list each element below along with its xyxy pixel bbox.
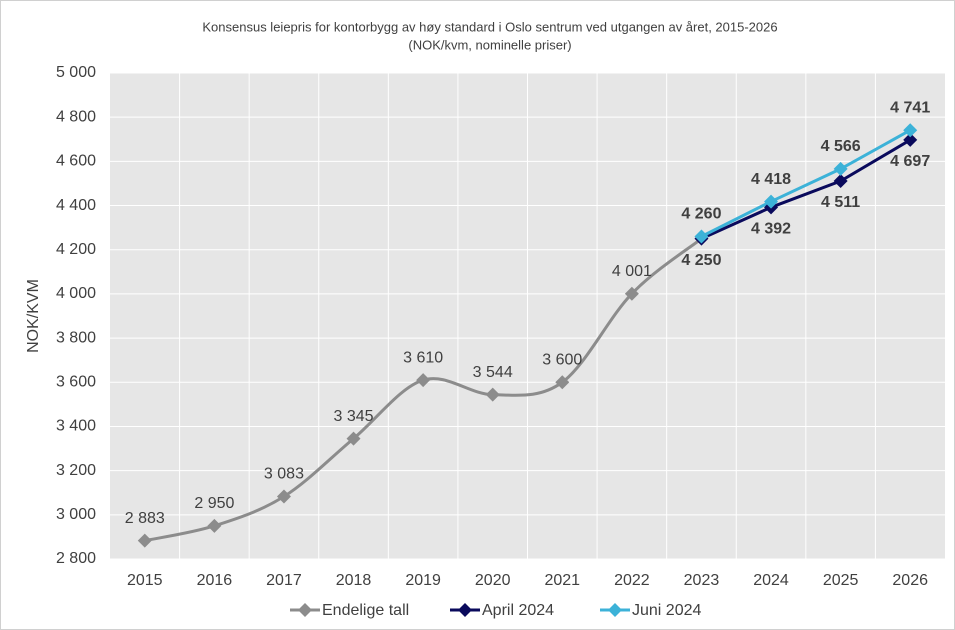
x-tick-label: 2017 <box>266 572 302 589</box>
legend-marker <box>608 603 622 617</box>
y-tick-label: 4 400 <box>56 197 96 214</box>
data-label: 3 544 <box>473 364 513 381</box>
data-label: 3 600 <box>542 351 582 368</box>
y-tick-label: 3 800 <box>56 329 96 346</box>
x-tick-label: 2020 <box>475 572 511 589</box>
legend-label: Juni 2024 <box>632 602 701 619</box>
x-tick-label: 2023 <box>684 572 720 589</box>
chart-subtitle: (NOK/kvm, nominelle priser) <box>408 37 571 52</box>
marker <box>346 431 361 446</box>
marker <box>207 518 222 533</box>
data-label: 4 566 <box>821 138 861 155</box>
data-label: 4 697 <box>890 153 930 170</box>
y-tick-label: 3 600 <box>56 373 96 390</box>
legend-label: April 2024 <box>482 602 554 619</box>
y-tick-label: 4 200 <box>56 241 96 258</box>
y-tick-label: 5 000 <box>56 64 96 81</box>
y-tick-label: 2 800 <box>56 550 96 567</box>
y-tick-label: 3 400 <box>56 418 96 435</box>
marker <box>276 489 291 504</box>
y-tick-label: 3 000 <box>56 506 96 523</box>
x-tick-label: 2018 <box>336 572 372 589</box>
x-tick-label: 2015 <box>127 572 163 589</box>
marker <box>903 132 918 147</box>
x-tick-label: 2026 <box>892 572 928 589</box>
y-tick-label: 4 000 <box>56 285 96 302</box>
y-axis-label: NOK/KVM <box>25 279 42 353</box>
data-label: 4 418 <box>751 171 791 188</box>
marker <box>416 373 431 388</box>
data-label: 4 260 <box>681 206 721 223</box>
y-tick-label: 4 800 <box>56 108 96 125</box>
chart-title: Konsensus leiepris for kontorbygg av høy… <box>202 19 777 34</box>
data-label: 4 250 <box>681 252 721 269</box>
series-line <box>700 138 911 241</box>
data-label: 4 001 <box>612 263 652 280</box>
data-label: 2 883 <box>125 510 165 527</box>
marker <box>764 194 779 209</box>
x-tick-label: 2021 <box>544 572 580 589</box>
legend-marker <box>298 603 312 617</box>
marker <box>833 174 848 189</box>
data-label: 4 741 <box>890 99 930 116</box>
x-tick-label: 2016 <box>197 572 233 589</box>
marker <box>624 286 639 301</box>
data-label: 3 610 <box>403 349 443 366</box>
marker <box>555 375 570 390</box>
marker <box>694 229 709 244</box>
y-tick-label: 4 600 <box>56 153 96 170</box>
y-tick-label: 3 200 <box>56 462 96 479</box>
x-tick-label: 2019 <box>405 572 441 589</box>
x-tick-label: 2022 <box>614 572 650 589</box>
data-label: 4 392 <box>751 221 791 238</box>
legend-marker <box>458 603 472 617</box>
x-tick-label: 2025 <box>823 572 859 589</box>
data-label: 3 345 <box>334 408 374 425</box>
data-label: 4 511 <box>821 194 860 211</box>
x-tick-label: 2024 <box>753 572 789 589</box>
marker <box>833 161 848 176</box>
marker <box>137 533 152 548</box>
marker <box>903 123 918 138</box>
data-label: 3 083 <box>264 466 304 483</box>
legend-label: Endelige tall <box>322 602 409 619</box>
data-label: 2 950 <box>194 495 234 512</box>
marker <box>485 387 500 402</box>
series-line <box>700 128 911 238</box>
